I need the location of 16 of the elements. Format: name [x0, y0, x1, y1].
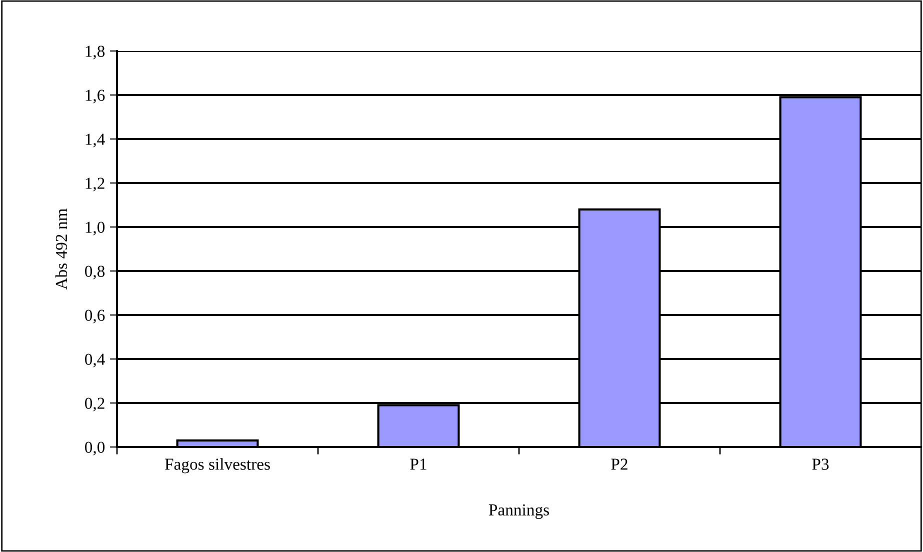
y-tick-label: 0,6 — [84, 310, 105, 324]
x-tick-label: P2 — [611, 458, 628, 470]
y-tick-label: 0,2 — [84, 398, 104, 412]
y-tick-label: 1,8 — [86, 46, 105, 60]
y-tick-label: 0,4 — [84, 354, 105, 368]
x-tick-label: Fagos silvestres — [164, 458, 270, 474]
y-tick-label: 1,6 — [86, 90, 105, 104]
y-tick-label: 1,2 — [86, 178, 104, 192]
y-tick-label: 0,8 — [84, 266, 105, 280]
y-axis-title: Abs 492 nm — [55, 208, 68, 290]
x-tick-label: P3 — [812, 458, 829, 470]
x-tick-label: P1 — [410, 458, 426, 470]
y-tick-label: 1,4 — [86, 134, 105, 148]
y-tick-label: 1,0 — [86, 222, 105, 236]
y-tick-label: 0,0 — [84, 442, 105, 456]
x-axis-title: Pannings — [488, 504, 549, 519]
